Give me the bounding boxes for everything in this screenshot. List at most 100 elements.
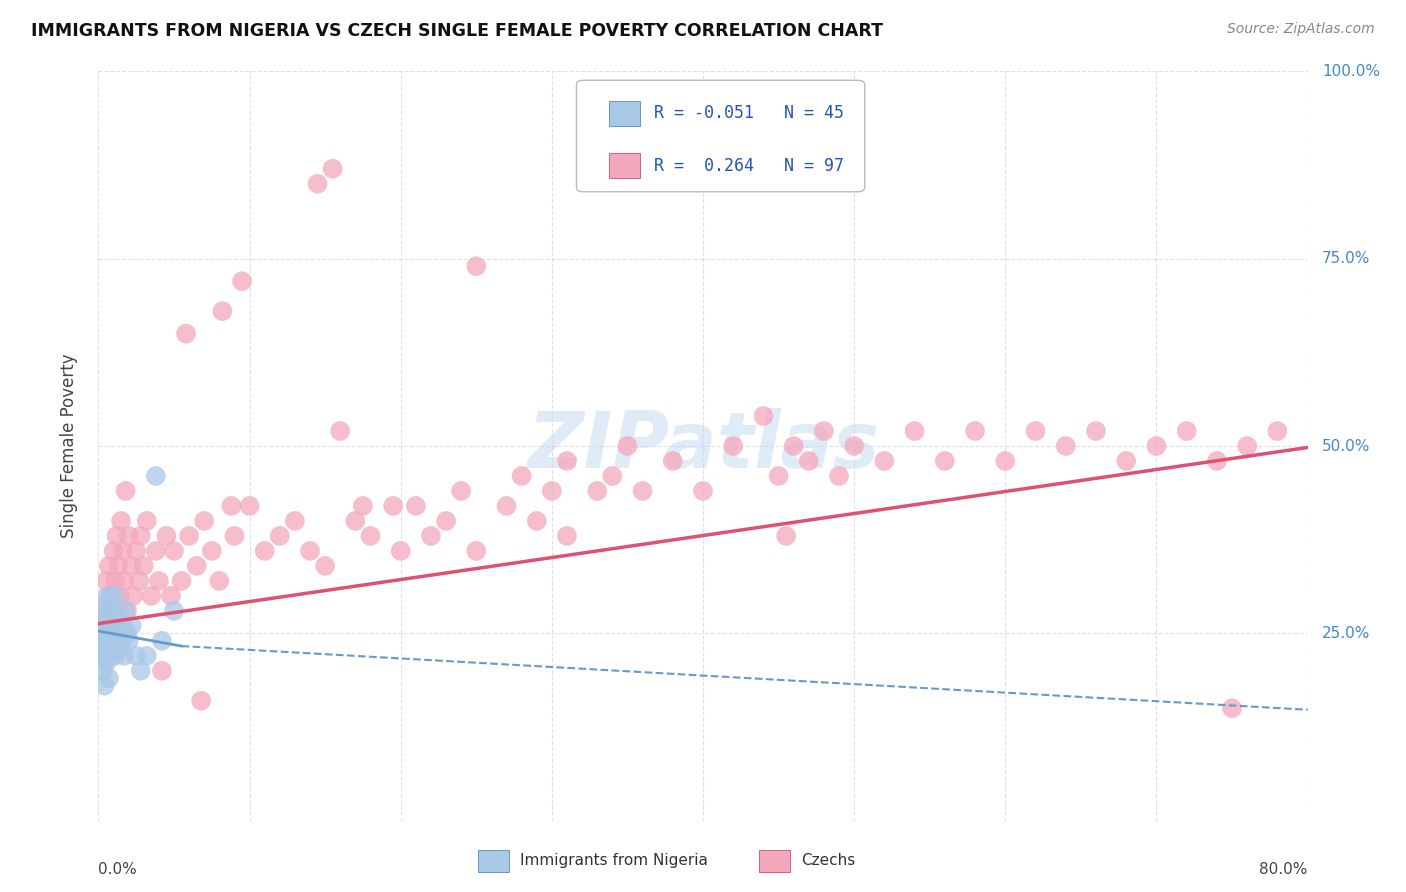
- Text: Source: ZipAtlas.com: Source: ZipAtlas.com: [1227, 22, 1375, 37]
- Point: [108, 641, 131, 656]
- Point: [1054, 439, 1077, 453]
- Point: [89, 633, 111, 648]
- Text: Czechs: Czechs: [801, 854, 856, 868]
- Point: [783, 439, 806, 453]
- Point: [94, 596, 117, 610]
- Point: [107, 626, 129, 640]
- Point: [93, 679, 115, 693]
- Point: [163, 544, 186, 558]
- Point: [122, 589, 145, 603]
- Point: [434, 514, 457, 528]
- Point: [115, 626, 138, 640]
- Point: [775, 529, 797, 543]
- Point: [344, 514, 367, 528]
- Point: [110, 633, 132, 648]
- Point: [129, 529, 152, 543]
- Point: [132, 558, 155, 573]
- Point: [96, 589, 118, 603]
- Point: [91, 664, 114, 678]
- Point: [150, 664, 173, 678]
- Point: [828, 469, 851, 483]
- Point: [121, 619, 143, 633]
- Point: [224, 529, 246, 543]
- Text: 75.0%: 75.0%: [1322, 252, 1371, 266]
- Point: [510, 469, 533, 483]
- Point: [145, 469, 167, 483]
- Point: [129, 664, 152, 678]
- Text: 50.0%: 50.0%: [1322, 439, 1371, 453]
- Point: [186, 558, 208, 573]
- Point: [108, 589, 131, 603]
- Text: IMMIGRANTS FROM NIGERIA VS CZECH SINGLE FEMALE POVERTY CORRELATION CHART: IMMIGRANTS FROM NIGERIA VS CZECH SINGLE …: [31, 22, 883, 40]
- Point: [160, 589, 183, 603]
- Text: 25.0%: 25.0%: [1322, 626, 1371, 640]
- Point: [114, 483, 136, 498]
- Point: [101, 633, 124, 648]
- Point: [174, 326, 197, 341]
- Point: [111, 544, 134, 558]
- Point: [526, 514, 548, 528]
- Point: [692, 483, 714, 498]
- Point: [322, 161, 344, 176]
- Point: [91, 611, 114, 625]
- Point: [190, 694, 212, 708]
- Point: [170, 574, 193, 588]
- Point: [163, 604, 186, 618]
- Point: [104, 574, 127, 588]
- Point: [135, 648, 157, 663]
- Point: [994, 454, 1017, 468]
- Point: [352, 499, 374, 513]
- Point: [253, 544, 276, 558]
- Point: [125, 648, 148, 663]
- Point: [98, 633, 121, 648]
- Point: [329, 424, 352, 438]
- Point: [1206, 454, 1229, 468]
- Point: [98, 558, 121, 573]
- Point: [93, 633, 115, 648]
- Text: ZIPatlas: ZIPatlas: [527, 408, 879, 484]
- Point: [96, 641, 118, 656]
- Point: [221, 499, 243, 513]
- Point: [104, 648, 127, 663]
- Point: [797, 454, 820, 468]
- Point: [1115, 454, 1137, 468]
- Point: [1085, 424, 1108, 438]
- Text: 100.0%: 100.0%: [1322, 64, 1381, 78]
- Point: [118, 529, 141, 543]
- Point: [91, 611, 114, 625]
- Point: [103, 604, 125, 618]
- Point: [111, 619, 134, 633]
- Point: [94, 626, 117, 640]
- Point: [307, 177, 329, 191]
- Point: [100, 626, 122, 640]
- Point: [904, 424, 927, 438]
- Point: [269, 529, 291, 543]
- Point: [105, 611, 128, 625]
- Point: [768, 469, 790, 483]
- Point: [1175, 424, 1198, 438]
- Point: [844, 439, 866, 453]
- Point: [101, 619, 124, 633]
- Point: [1220, 701, 1243, 715]
- Text: 0.0%: 0.0%: [98, 862, 138, 877]
- Text: R = -0.051   N = 45: R = -0.051 N = 45: [654, 104, 844, 122]
- Point: [94, 657, 117, 671]
- Point: [135, 514, 157, 528]
- Point: [211, 304, 233, 318]
- Point: [420, 529, 443, 543]
- Point: [284, 514, 307, 528]
- Point: [91, 641, 114, 656]
- Point: [145, 544, 167, 558]
- Point: [100, 589, 122, 603]
- Point: [103, 619, 125, 633]
- Text: R =  0.264   N = 97: R = 0.264 N = 97: [654, 157, 844, 175]
- Point: [112, 574, 135, 588]
- Point: [495, 499, 517, 513]
- Point: [121, 558, 143, 573]
- Point: [1236, 439, 1258, 453]
- Point: [208, 574, 231, 588]
- Point: [105, 529, 128, 543]
- Point: [723, 439, 745, 453]
- Point: [813, 424, 835, 438]
- Point: [555, 529, 578, 543]
